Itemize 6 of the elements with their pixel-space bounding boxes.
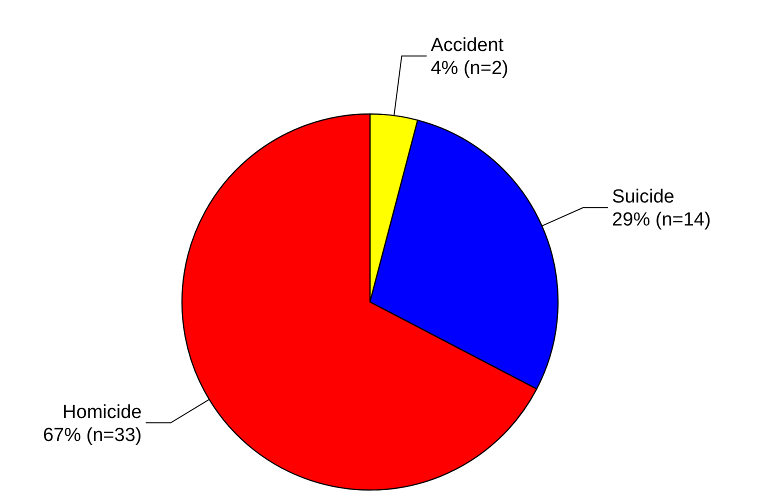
slice-label: Accident	[430, 35, 504, 56]
slice-label: Homicide	[62, 402, 142, 423]
data-label: 4% (n=2)	[430, 58, 508, 80]
slice-label: Suicide	[612, 186, 674, 208]
data-label: 29% (n=14)	[612, 210, 711, 231]
data-label: 67% (n=33)	[42, 424, 142, 446]
